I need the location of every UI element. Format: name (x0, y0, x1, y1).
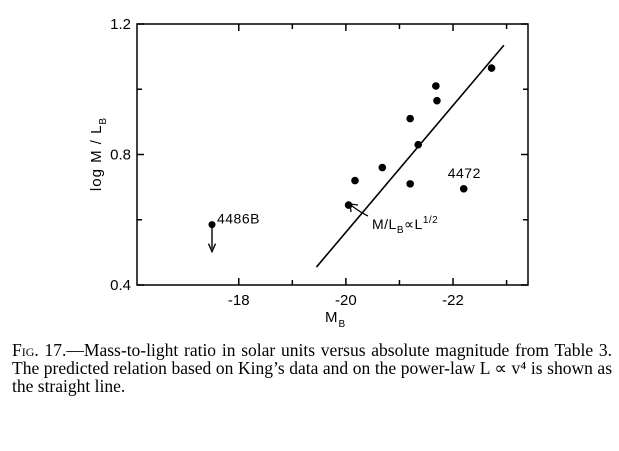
plot-frame (136, 23, 529, 286)
data-point (406, 114, 414, 123)
figure-caption: Fig. 17.—Mass-to-light ratio in solar un… (12, 341, 612, 395)
data-points (207, 64, 496, 254)
fit-line (315, 44, 505, 268)
caption-text: —Mass-to-light ratio in solar units vers… (12, 340, 612, 396)
data-point (344, 201, 353, 209)
data-point (432, 82, 440, 90)
y-tick-label: 0.4 (110, 277, 131, 294)
fit-line-label-arrowhead (349, 203, 359, 213)
data-point (487, 64, 496, 72)
y-tick-label: 0.8 (110, 147, 131, 164)
data-point (378, 163, 387, 172)
x-tick-label: -22 (442, 292, 464, 309)
data-point (459, 184, 468, 193)
x-tick-label: -20 (335, 292, 357, 309)
annotations: 4486B 4472 M/LB∝L1/2 (217, 165, 481, 236)
data-point (406, 180, 414, 188)
scatter-chart: 0.4 0.8 1.2 -18 -20 -22 4486B 4472 M/LB∝L1/2 M… (88, 16, 529, 330)
y-axis: 0.4 0.8 1.2 (110, 16, 528, 294)
data-point (351, 176, 359, 185)
point-label: 4472 (448, 165, 481, 181)
y-axis-label: log M / LB (88, 117, 109, 191)
upper-limit-arrow-head (207, 243, 217, 254)
fit-line-label: M/LB∝L1/2 (372, 215, 438, 236)
y-tick-label: 1.2 (110, 16, 131, 33)
fit-line-group (315, 44, 505, 268)
x-tick-label: -18 (228, 292, 250, 309)
fit-line-label-leader (351, 205, 369, 217)
data-point (433, 96, 441, 105)
caption-prefix: Fig. 17. (12, 340, 67, 360)
x-axis-label: MB (325, 309, 346, 330)
data-point (414, 140, 422, 149)
x-axis: -18 -20 -22 (228, 24, 508, 309)
upper-limit-label: 4486B (217, 211, 260, 227)
